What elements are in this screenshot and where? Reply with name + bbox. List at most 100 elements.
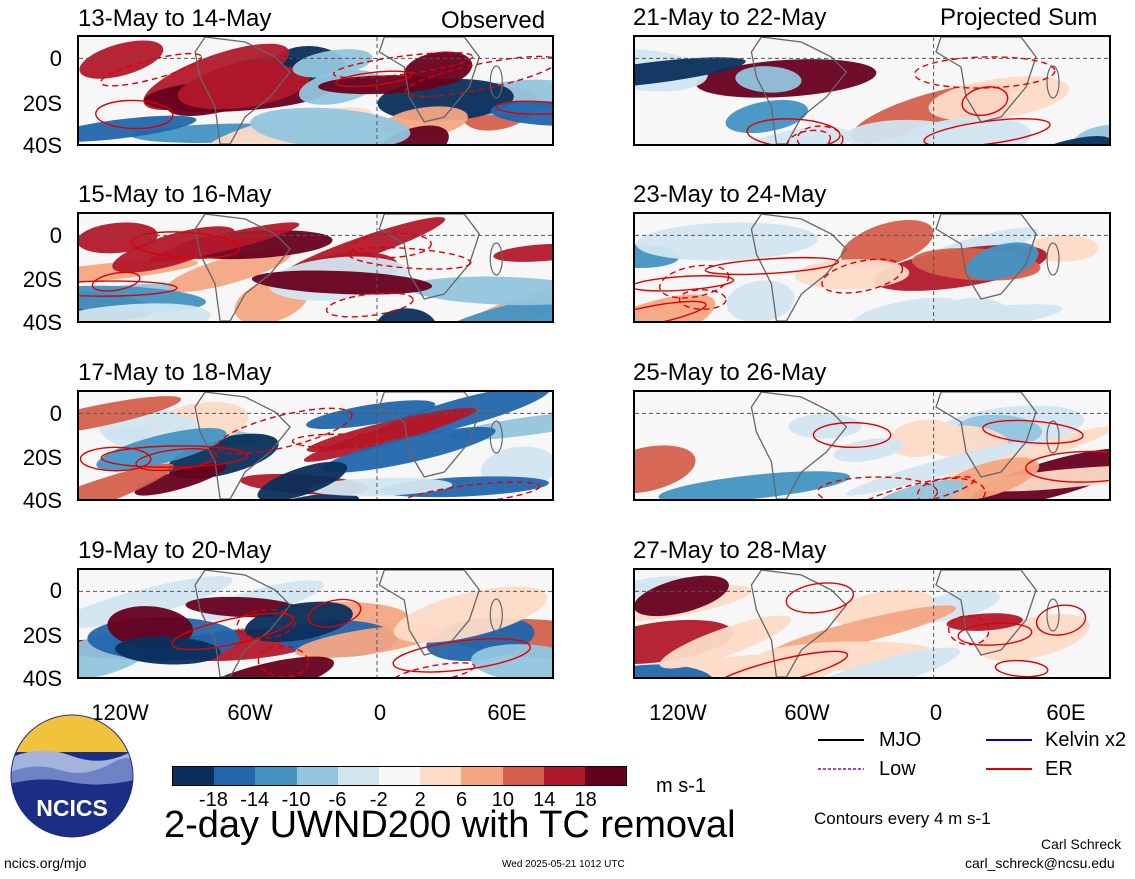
lat-label: 0 [49,46,62,71]
figure-title: 2-day UWND200 with TC removal [164,804,736,846]
anomaly-blob [635,294,716,321]
anomaly-blob [257,461,348,499]
panel-title: 21-May to 22-May [633,4,827,31]
footer-url[interactable]: ncics.org/mjo [4,855,87,871]
colorbar-tick-label: -6 [328,789,347,811]
anomaly-blob [792,647,960,677]
er-contour [334,70,413,88]
anomaly-blob [441,289,552,321]
anomaly-blob [845,440,1033,496]
er-contour [1025,450,1109,483]
coastline-africa [378,392,481,478]
mjo-legend-line [818,739,864,741]
coastline-africa [935,570,1037,656]
coastline-africa [935,392,1037,478]
er-contour [817,476,939,499]
anomaly-blob [79,222,158,254]
panel-title: 15-May to 16-May [78,181,272,208]
panel-title: 17-May to 18-May [78,359,272,386]
coastline-africa [378,570,481,656]
anomaly-blob [898,116,1032,144]
er-contour [982,419,1084,445]
lat-label: 20S [22,91,62,116]
colorbar-swatch [173,767,215,785]
map-panel [77,390,554,501]
coastline-south-america [750,37,848,144]
coastline-south-america [194,214,291,321]
kelvin-legend-line [986,739,1032,741]
er-contour [332,51,474,79]
er-contour [712,650,849,677]
coastline-madagascar [1046,65,1060,99]
panel-title: 19-May to 20-May [78,537,272,564]
footer-email[interactable]: carl_schreck@ncsu.edu [965,855,1115,871]
er-contour [812,421,892,449]
colorbar-tick-label: -10 [281,789,311,811]
coastline-madagascar [489,65,503,99]
map-panel [77,568,554,679]
lon-label: 60W [227,700,273,725]
lat-label: 40S [22,133,62,158]
er-contour [786,129,832,144]
er-contour [135,447,218,472]
ncics-logo-icon: NCICS [10,714,134,838]
footer-author: Carl Schreck [1041,836,1122,852]
anomaly-blob [292,49,373,78]
er-contour [307,598,362,628]
er-legend-label: ER [1045,758,1073,780]
anomaly-blob [134,463,227,496]
anomaly-blob [635,664,714,677]
panel-title: 13-May to 14-May [78,5,272,32]
anomaly-blob [493,243,552,262]
coastline-madagascar [1046,242,1060,276]
er-legend-line [986,768,1032,770]
er-contour [257,645,309,677]
anomaly-blob [306,400,436,430]
er-contour [821,258,904,294]
er-contour [855,476,975,499]
er-contour [495,100,552,115]
lat-label: 0 [49,223,62,248]
lat-label: 40S [22,488,62,513]
er-contour [79,280,178,297]
coastline-south-america [750,392,848,499]
lon-label: 120W [649,700,707,725]
anomaly-blob [840,219,934,269]
coastline-south-america [750,570,848,677]
er-contour [635,275,735,292]
colorbar-tick-label: 10 [491,789,515,811]
er-contour [100,445,249,468]
projected-sum-label: Projected Sum [940,4,1098,31]
panel-title: 25-May to 26-May [633,359,827,386]
map-panel [633,212,1111,323]
er-contour [351,232,432,259]
er-contour [325,292,414,318]
logo-text: NCICS [36,795,108,821]
colorbar-swatch [584,767,627,785]
kelvin-legend-label: Kelvin x2 [1045,729,1127,751]
coastline-south-america [194,392,291,499]
colorbar-swatch [543,767,585,785]
er-contour [392,638,531,673]
coastline-south-america [750,214,848,321]
coastline-south-america [194,570,291,677]
anomaly-blob [251,270,433,295]
coastline-madagascar [489,420,503,454]
map-panel [633,390,1111,501]
er-contour [404,55,552,98]
colorbar-tick-label: 18 [574,789,597,811]
er-contour [131,231,241,259]
colorbar-swatch [461,767,503,785]
colorbar-tick-label: -2 [369,789,388,811]
anomaly-blob [635,445,696,494]
lat-label: 0 [49,578,62,603]
mjo-legend-label: MJO [879,729,922,751]
er-contour [796,125,844,144]
lat-label: 20S [22,623,62,648]
er-contour [746,118,841,144]
anomaly-blob [872,479,965,499]
colorbar-tick-label: 2 [414,789,426,811]
anomaly-blob [79,463,174,499]
map-panel [633,568,1111,679]
map-panel [77,35,554,146]
